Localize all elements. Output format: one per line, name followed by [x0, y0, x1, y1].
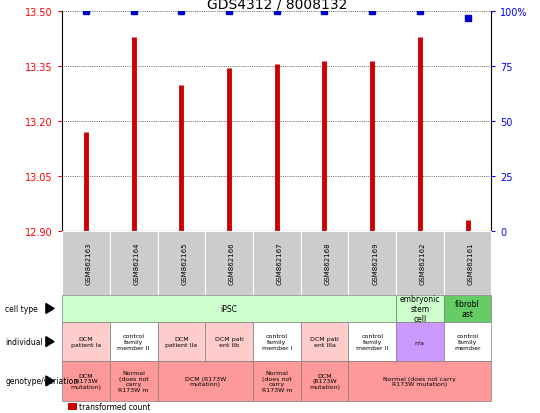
Text: DCM (R173W
mutation): DCM (R173W mutation) — [185, 375, 226, 387]
Bar — [62, 361, 110, 401]
Text: GSM862163: GSM862163 — [86, 242, 92, 285]
Text: Normal
(does not
carry
R173W m: Normal (does not carry R173W m — [118, 370, 149, 392]
Bar — [62, 322, 110, 361]
Text: iPSC: iPSC — [221, 304, 238, 313]
Text: DCM
(R173W
mutation): DCM (R173W mutation) — [70, 373, 102, 389]
Bar — [444, 322, 491, 361]
Bar — [396, 322, 444, 361]
Bar — [68, 404, 77, 410]
Bar — [110, 231, 158, 295]
Text: DCM
patient Ia: DCM patient Ia — [71, 336, 101, 347]
Text: transformed count: transformed count — [79, 402, 151, 411]
Bar — [253, 361, 301, 401]
Text: control
family
member: control family member — [454, 333, 481, 350]
Text: control
family
member II: control family member II — [118, 333, 150, 350]
Text: Normal
(does not
carry
R173W m: Normal (does not carry R173W m — [261, 370, 292, 392]
Bar — [253, 322, 301, 361]
Text: DCM pati
ent IIIa: DCM pati ent IIIa — [310, 336, 339, 347]
Text: n/a: n/a — [415, 339, 425, 344]
Text: fibrobl
ast: fibrobl ast — [455, 299, 480, 318]
Bar — [205, 322, 253, 361]
Title: GDS4312 / 8008132: GDS4312 / 8008132 — [207, 0, 347, 11]
Text: GSM862165: GSM862165 — [181, 242, 187, 285]
Bar — [110, 322, 158, 361]
Bar — [348, 322, 396, 361]
Text: control
family
member I: control family member I — [261, 333, 292, 350]
Text: GSM862164: GSM862164 — [134, 242, 140, 285]
Text: GSM862168: GSM862168 — [325, 242, 330, 285]
Bar — [110, 361, 158, 401]
Bar — [396, 295, 444, 322]
Text: GSM862161: GSM862161 — [468, 242, 474, 285]
Text: GSM862167: GSM862167 — [277, 242, 283, 285]
Text: DCM
(R173W
mutation): DCM (R173W mutation) — [309, 373, 340, 389]
Bar — [158, 322, 205, 361]
Bar — [253, 231, 301, 295]
Text: GSM862162: GSM862162 — [420, 242, 426, 285]
Text: percentile rank within the sample: percentile rank within the sample — [79, 412, 209, 413]
Text: Normal (does not carry
R173W mutation): Normal (does not carry R173W mutation) — [383, 375, 456, 387]
Bar — [444, 295, 491, 322]
Bar — [444, 231, 491, 295]
Text: cell type: cell type — [5, 304, 38, 313]
Bar — [205, 231, 253, 295]
Text: DCM pati
ent IIb: DCM pati ent IIb — [215, 336, 244, 347]
Text: genotype/variation: genotype/variation — [5, 377, 78, 385]
Text: GSM862166: GSM862166 — [229, 242, 235, 285]
Bar — [158, 231, 205, 295]
Bar — [396, 231, 444, 295]
Bar — [301, 322, 348, 361]
Bar — [301, 361, 348, 401]
Bar — [348, 231, 396, 295]
Text: GSM862169: GSM862169 — [372, 242, 378, 285]
Text: embryonic
stem
cell: embryonic stem cell — [400, 294, 440, 323]
Polygon shape — [46, 337, 54, 347]
Bar — [158, 361, 253, 401]
Bar — [301, 231, 348, 295]
Text: individual: individual — [5, 337, 43, 346]
Text: control
family
member II: control family member II — [356, 333, 388, 350]
Polygon shape — [46, 376, 54, 386]
Bar — [348, 361, 491, 401]
Bar — [62, 295, 396, 322]
Bar — [62, 231, 110, 295]
Text: DCM
patient IIa: DCM patient IIa — [165, 336, 198, 347]
Polygon shape — [46, 304, 54, 314]
